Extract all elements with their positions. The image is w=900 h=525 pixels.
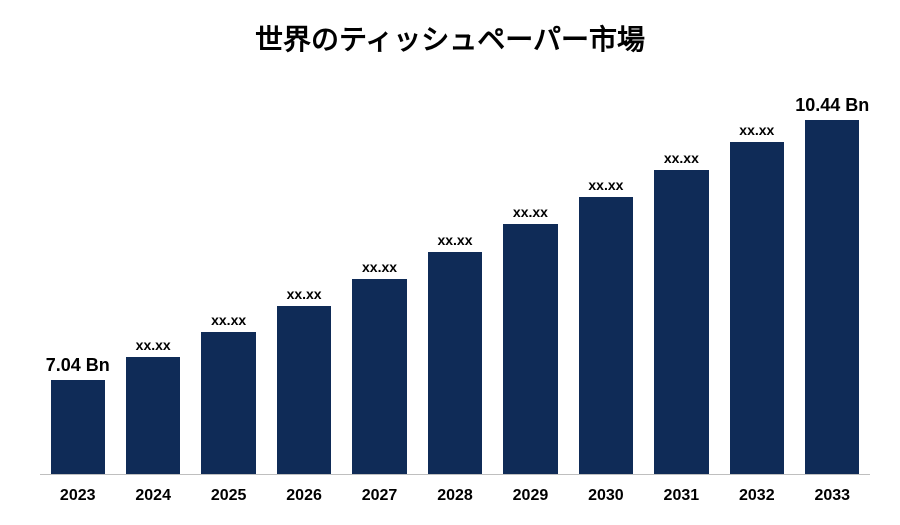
bar-slot: xx.xx [417, 95, 492, 475]
bar [654, 170, 708, 475]
bar [51, 380, 105, 475]
bar-value-label: 10.44 Bn [795, 95, 869, 116]
bar [730, 142, 784, 475]
chart-title: 世界のティッシュペーパー市場 [0, 18, 900, 58]
plot-area: 7.04 Bn xx.xx xx.xx xx.xx xx.xx xx.xx xx.xx xx.… [40, 95, 870, 475]
bar-value-label: xx.xx [136, 337, 171, 353]
bar-value-label: xx.xx [588, 177, 623, 193]
bar [503, 224, 557, 475]
x-tick-label: 2027 [342, 487, 417, 505]
bar-value-label: xx.xx [739, 122, 774, 138]
x-tick-label: 2030 [568, 487, 643, 505]
bar-slot: xx.xx [191, 95, 266, 475]
bar-slot: 10.44 Bn [795, 95, 870, 475]
x-axis-labels: 2023202420252026202720282029203020312032… [40, 487, 870, 505]
x-tick-label: 2023 [40, 487, 115, 505]
bar-value-label: xx.xx [287, 286, 322, 302]
bar-value-label: xx.xx [211, 312, 246, 328]
bar-value-label: xx.xx [437, 232, 472, 248]
bar-value-label: xx.xx [513, 204, 548, 220]
bars-group: 7.04 Bn xx.xx xx.xx xx.xx xx.xx xx.xx xx.xx xx.… [40, 95, 870, 475]
bar-slot: xx.xx [493, 95, 568, 475]
bar [428, 252, 482, 475]
bar-value-label: xx.xx [664, 150, 699, 166]
x-tick-label: 2024 [115, 487, 190, 505]
x-tick-label: 2026 [266, 487, 341, 505]
bar [126, 357, 180, 475]
bar-slot: xx.xx [644, 95, 719, 475]
x-tick-label: 2025 [191, 487, 266, 505]
bar-slot: xx.xx [568, 95, 643, 475]
x-tick-label: 2031 [644, 487, 719, 505]
bar-slot: xx.xx [266, 95, 341, 475]
bar-slot: xx.xx [719, 95, 794, 475]
bar [805, 120, 859, 475]
bar [352, 279, 406, 475]
bar [277, 306, 331, 475]
bar-slot: xx.xx [342, 95, 417, 475]
bar [201, 332, 255, 476]
bar-slot: xx.xx [115, 95, 190, 475]
x-axis-line [40, 474, 870, 475]
x-tick-label: 2032 [719, 487, 794, 505]
chart-container: 世界のティッシュペーパー市場 7.04 Bn xx.xx xx.xx xx.xx xx.… [0, 0, 900, 525]
bar-value-label: xx.xx [362, 259, 397, 275]
x-tick-label: 2029 [493, 487, 568, 505]
bar [579, 197, 633, 475]
bar-value-label: 7.04 Bn [46, 355, 110, 376]
bar-slot: 7.04 Bn [40, 95, 115, 475]
x-tick-label: 2028 [417, 487, 492, 505]
x-tick-label: 2033 [795, 487, 870, 505]
